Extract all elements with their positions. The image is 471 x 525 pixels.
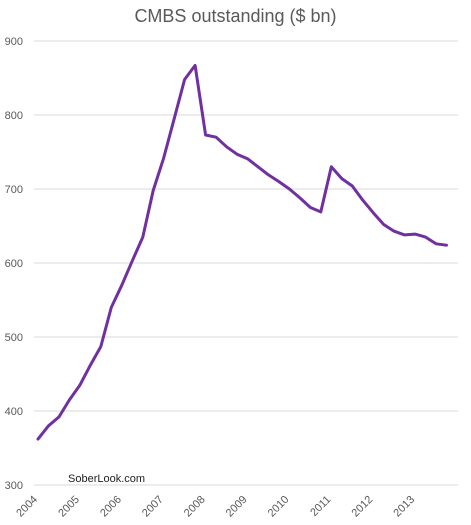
x-axis-ticks: 2004 2005 2006 2007 2008 2009 2010 2011 2012 2013 [14,494,417,520]
x-tick-label: 2012 [350,494,376,520]
y-tick-label: 700 [5,184,23,196]
chart-title: CMBS outstanding ($ bn) [134,6,337,26]
x-tick-label: 2013 [391,494,417,520]
y-tick-label: 400 [5,406,23,418]
y-tick-label: 800 [5,110,23,122]
series-line [36,63,448,441]
y-tick-label: 900 [5,36,23,48]
x-tick-label: 2009 [224,494,250,520]
x-tick-label: 2011 [308,494,333,519]
grid-lines [34,40,458,486]
y-tick-label: 500 [5,332,23,344]
x-tick-label: 2006 [98,494,124,520]
y-tick-label: 300 [5,480,23,492]
x-tick-label: 2010 [266,494,292,520]
watermark-label: SoberLook.com [68,473,145,485]
series-layer [36,63,448,441]
x-tick-label: 2004 [14,494,40,520]
y-axis-ticks: 300 400 500 600 700 800 900 [5,36,23,492]
x-tick-label: 2007 [140,494,166,520]
x-tick-label: 2008 [182,494,208,520]
x-tick-label: 2005 [56,494,82,520]
y-tick-label: 600 [5,258,23,270]
